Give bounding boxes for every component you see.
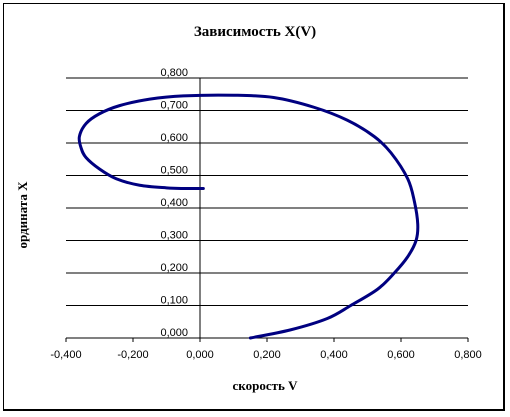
x-tick-label: -0,200	[117, 349, 148, 361]
x-tick-label: 0,200	[253, 349, 281, 361]
x-tick-label: 0,800	[454, 349, 482, 361]
x-axis-label: скорость V	[233, 378, 299, 393]
x-tick-label: 0,600	[387, 349, 415, 361]
y-axis-label: ордината X	[15, 181, 30, 249]
y-tick-label: 0,100	[160, 295, 188, 307]
y-tick-label: 0,000	[160, 327, 188, 339]
y-tick-label: 0,400	[160, 197, 188, 209]
y-tick-label: 0,800	[160, 67, 188, 79]
y-tick-label: 0,200	[160, 262, 188, 274]
chart-title: Зависимость X(V)	[194, 24, 316, 40]
series-layer	[77, 93, 420, 340]
axes-layer: 0,000 0,100 0,200 0,300 0,400 0,500 0,600 0,700…	[50, 67, 481, 361]
x-tick-label: 0,000	[186, 349, 214, 361]
x-tick-label: -0,400	[50, 349, 81, 361]
y-tick-label: 0,600	[160, 132, 188, 144]
x-tick-label: 0,400	[320, 349, 348, 361]
series-line	[77, 93, 420, 340]
grid-layer	[66, 77, 468, 339]
chart-frame	[3, 3, 505, 411]
y-tick-label: 0,500	[160, 165, 188, 177]
y-tick-label: 0,700	[160, 100, 188, 112]
y-tick-label: 0,300	[160, 230, 188, 242]
